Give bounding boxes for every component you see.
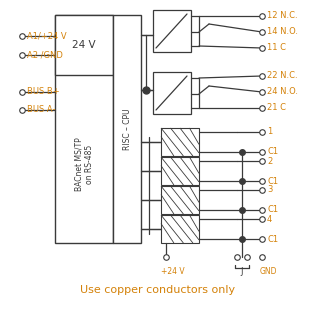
Text: BACnet MS/TP
on RS-485: BACnet MS/TP on RS-485: [74, 137, 94, 191]
Text: 11 C: 11 C: [267, 44, 286, 52]
Text: 2: 2: [267, 156, 272, 165]
Bar: [161, 157, 199, 185]
Text: GND: GND: [260, 267, 278, 276]
Text: +24 V: +24 V: [161, 267, 185, 276]
Bar: [55, 15, 113, 243]
Text: 3: 3: [267, 186, 272, 194]
Text: BUS B+: BUS B+: [27, 88, 60, 96]
Bar: [113, 15, 141, 243]
Text: C1: C1: [267, 205, 278, 214]
Bar: [153, 10, 191, 52]
Text: 21 C: 21 C: [267, 104, 286, 112]
Bar: [161, 128, 199, 156]
Text: 1: 1: [267, 127, 272, 137]
Text: A2 /GND: A2 /GND: [27, 51, 63, 59]
Text: J: J: [241, 267, 243, 276]
Text: Use copper conductors only: Use copper conductors only: [80, 285, 235, 295]
Bar: [161, 215, 199, 243]
Bar: [153, 72, 191, 114]
Text: RISC – CPU: RISC – CPU: [123, 108, 131, 150]
Text: 22 N.C.: 22 N.C.: [267, 72, 298, 80]
Text: C1: C1: [267, 235, 278, 243]
Text: A1/+24 V: A1/+24 V: [27, 31, 67, 41]
Text: C1: C1: [267, 148, 278, 156]
Text: 24 N.O.: 24 N.O.: [267, 88, 298, 96]
Bar: [55, 15, 113, 75]
Bar: [161, 186, 199, 214]
Text: 4: 4: [267, 214, 272, 224]
Text: 14 N.O.: 14 N.O.: [267, 28, 298, 36]
Text: 24 V: 24 V: [72, 40, 96, 50]
Text: BUS A-: BUS A-: [27, 106, 55, 115]
Text: 12 N.C.: 12 N.C.: [267, 12, 298, 20]
Text: C1: C1: [267, 176, 278, 186]
